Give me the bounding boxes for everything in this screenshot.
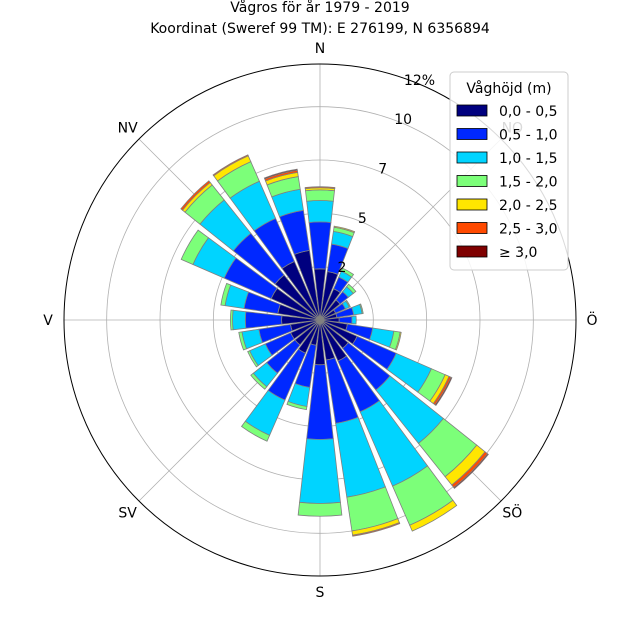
bar-dir0-bin3 bbox=[306, 200, 334, 223]
radial-tick-label: 10 bbox=[394, 112, 412, 128]
legend-label: 2,5 - 3,0 bbox=[499, 222, 557, 238]
bar-dir195-bin4 bbox=[286, 400, 308, 411]
legend-swatch bbox=[456, 151, 488, 164]
radial-tick-label: 12% bbox=[404, 73, 435, 89]
bar-dir120-bin7 bbox=[434, 376, 453, 407]
legend-box bbox=[449, 71, 569, 271]
legend-title: Våghöjd (m) bbox=[466, 80, 551, 97]
bar-dir345-bin7 bbox=[263, 168, 298, 180]
chart-title-line2: Koordinat (Sweref 99 TM): E 276199, N 63… bbox=[150, 21, 490, 37]
legend-label: ≥ 3,0 bbox=[499, 245, 537, 261]
direction-label-0: N bbox=[315, 41, 325, 57]
bar-dir330-bin6 bbox=[212, 154, 249, 177]
legend-swatch bbox=[456, 128, 488, 140]
bar-dir90-bin3 bbox=[351, 315, 357, 325]
bar-dir270-bin2 bbox=[244, 311, 283, 329]
bar-dir105-bin5 bbox=[394, 331, 402, 351]
direction-label-180: S bbox=[316, 585, 325, 601]
legend-swatch bbox=[456, 198, 488, 211]
radial-tick-label: 7 bbox=[378, 161, 387, 177]
bar-dir210-bin4 bbox=[240, 420, 271, 442]
bar-dir255-bin4 bbox=[238, 331, 248, 351]
bar-dir90-bin2 bbox=[338, 315, 353, 325]
legend-label: 0,5 - 1,0 bbox=[499, 128, 557, 144]
bar-dir180-bin3 bbox=[299, 438, 341, 504]
legend-label: 1,5 - 2,0 bbox=[499, 175, 557, 191]
bar-dir240-bin4 bbox=[247, 350, 259, 368]
radial-tick-labels: 2 5 7 10 12% bbox=[337, 73, 435, 276]
bar-dir300-bin4 bbox=[180, 229, 209, 266]
bar-dir225-bin4 bbox=[250, 372, 268, 390]
legend: Våghöjd (m) 0,0 - 0,5 0,5 - 1,0 1,0 - 1,5 1… bbox=[449, 71, 569, 271]
bar-dir150-bin5 bbox=[409, 499, 458, 532]
bar-dir0-bin2 bbox=[308, 221, 332, 270]
bar-dir75-bin4 bbox=[359, 303, 364, 315]
bar-dir15-bin5 bbox=[333, 225, 356, 234]
legend-swatch bbox=[456, 104, 488, 117]
chart-title-line1: Vågros för år 1979 - 2019 bbox=[230, 0, 409, 16]
radial-tick-label: 5 bbox=[358, 211, 367, 227]
legend-swatch bbox=[456, 222, 488, 234]
direction-label-270: V bbox=[43, 313, 53, 329]
legend-swatch bbox=[456, 245, 488, 258]
bar-dir30-bin4 bbox=[340, 267, 355, 278]
bar-dir270-bin3 bbox=[232, 309, 247, 331]
bar-dir315-bin6 bbox=[180, 180, 211, 211]
legend-swatch bbox=[456, 175, 488, 187]
bar-dir270-bin4 bbox=[229, 309, 234, 331]
bar-dir0-bin4 bbox=[305, 189, 335, 202]
outer-ring bbox=[63, 63, 577, 577]
legend-label: 0,0 - 0,5 bbox=[499, 104, 557, 120]
bar-dir180-bin4 bbox=[297, 501, 343, 517]
bar-dir0-bin6 bbox=[304, 186, 336, 190]
legend-label: 2,0 - 2,5 bbox=[499, 198, 557, 214]
bar-dir45-bin4 bbox=[346, 283, 357, 294]
bar-dir165-bin6 bbox=[352, 522, 401, 537]
rose-bars bbox=[180, 154, 489, 537]
bar-dir285-bin4 bbox=[220, 282, 232, 307]
direction-label-315: NV bbox=[118, 121, 138, 137]
radial-tick-label: 2 bbox=[337, 260, 346, 276]
direction-label-135: SÖ bbox=[502, 503, 522, 521]
legend-label: 1,0 - 1,5 bbox=[499, 151, 557, 167]
direction-label-90: Ö bbox=[586, 311, 597, 329]
legend-items: 0,0 - 0,5 0,5 - 1,0 1,0 - 1,5 1,5 - 2,0 2,0 … bbox=[456, 104, 557, 261]
bar-dir135-bin7 bbox=[453, 453, 489, 489]
direction-label-225: SV bbox=[118, 505, 137, 521]
bar-dir60-bin4 bbox=[345, 299, 351, 308]
